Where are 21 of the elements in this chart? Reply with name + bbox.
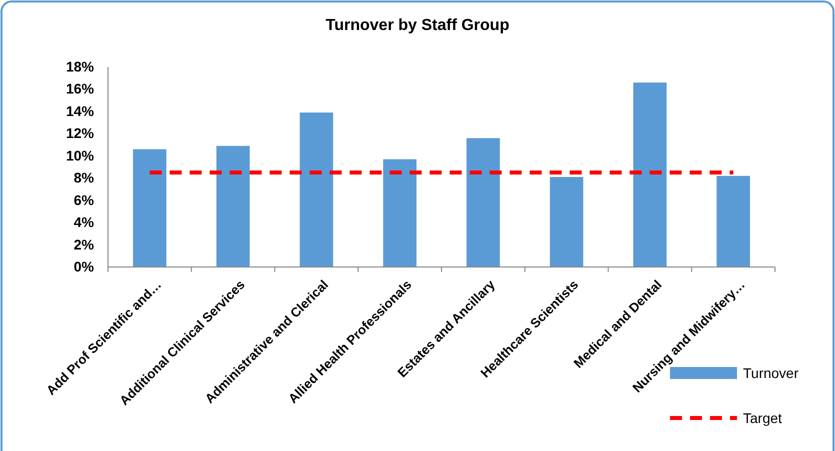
y-tick-label: 10%	[66, 147, 95, 164]
y-tick-label: 16%	[66, 80, 95, 97]
y-tick-label: 18%	[66, 58, 95, 74]
bar	[383, 159, 416, 267]
y-tick-label: 14%	[66, 102, 95, 119]
chart-title: Turnover by Staff Group	[326, 17, 510, 34]
y-tick-label: 4%	[74, 214, 95, 230]
bar	[466, 138, 500, 267]
y-tick-label: 12%	[66, 125, 95, 142]
bar	[216, 146, 250, 267]
y-tick-label: 0%	[74, 258, 95, 274]
bar	[300, 112, 334, 267]
legend-label: Turnover	[743, 364, 799, 381]
y-tick-label: 8%	[74, 170, 95, 186]
y-tick-label: 2%	[74, 236, 95, 252]
y-tick-label: 6%	[74, 192, 95, 208]
bar	[550, 177, 584, 267]
bar	[133, 149, 166, 267]
bar	[633, 82, 667, 267]
legend-label: Target	[743, 410, 782, 426]
bar	[716, 176, 750, 267]
